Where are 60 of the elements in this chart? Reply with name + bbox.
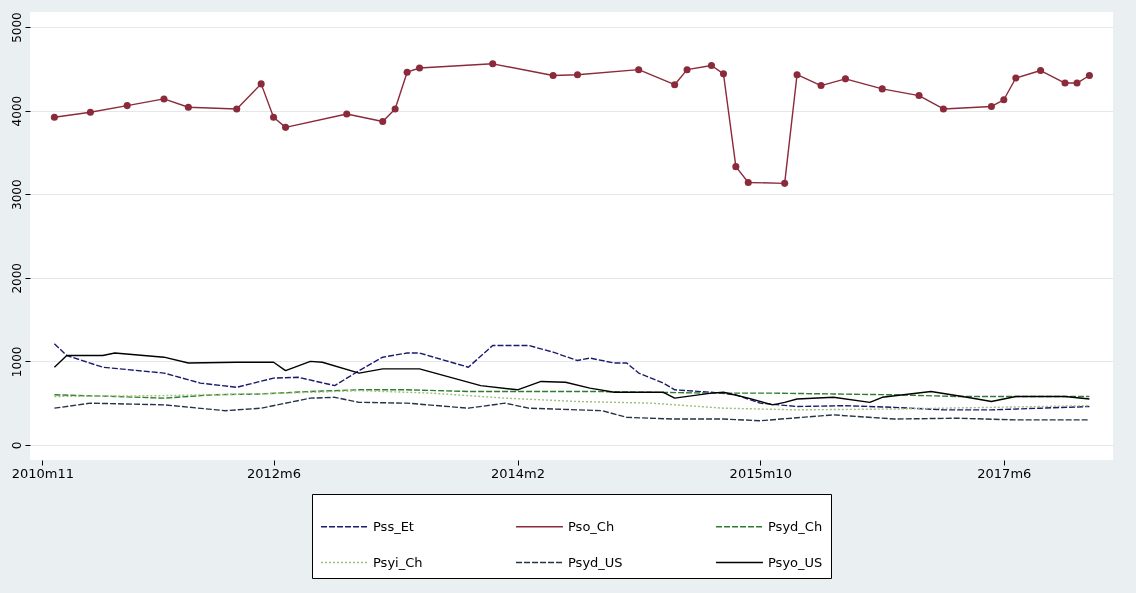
y-tick-label: 1000 bbox=[9, 346, 24, 378]
point bbox=[635, 66, 643, 74]
point bbox=[1037, 66, 1045, 75]
point bbox=[878, 85, 886, 93]
point bbox=[732, 163, 740, 171]
point bbox=[1085, 71, 1093, 80]
point bbox=[403, 68, 411, 76]
point bbox=[489, 60, 497, 68]
point bbox=[1073, 79, 1081, 87]
point bbox=[915, 92, 923, 100]
point bbox=[379, 117, 387, 126]
point bbox=[270, 113, 278, 121]
x-tick-label: 2010m11 bbox=[11, 465, 75, 481]
x-tick-label: 2017m6 bbox=[977, 465, 1032, 481]
legend-label: Pso_Ch bbox=[568, 518, 615, 534]
x-tick-label: 2012m6 bbox=[247, 465, 302, 481]
legend-label: Pss_Et bbox=[373, 518, 414, 534]
legend-label: Psyi_Ch bbox=[373, 554, 423, 570]
point bbox=[781, 179, 789, 187]
point bbox=[744, 178, 752, 187]
x-tick-label: 2015m10 bbox=[729, 465, 792, 481]
y-tick-label: 5000 bbox=[9, 12, 24, 43]
point bbox=[573, 71, 582, 79]
point bbox=[257, 80, 265, 88]
point bbox=[391, 105, 399, 113]
point bbox=[671, 81, 679, 89]
y-tick-label: 2000 bbox=[9, 263, 24, 294]
legend-label: Psyo_US bbox=[768, 554, 823, 570]
x-tick-label: 2014m2 bbox=[490, 465, 546, 481]
point bbox=[793, 71, 801, 79]
point bbox=[683, 66, 691, 74]
y-tick-label: 3000 bbox=[9, 179, 24, 210]
legend-label: Psyd_US bbox=[568, 554, 623, 570]
point bbox=[282, 123, 290, 131]
point bbox=[86, 108, 94, 116]
point bbox=[719, 70, 728, 78]
line-series bbox=[53, 396, 1091, 422]
y-tick-label: 4000 bbox=[9, 95, 24, 127]
line-series bbox=[53, 352, 1091, 406]
y-tick-label: 0 bbox=[9, 441, 24, 450]
point bbox=[1000, 96, 1008, 104]
point bbox=[343, 110, 351, 118]
point bbox=[707, 61, 716, 70]
point bbox=[184, 103, 192, 111]
line-series bbox=[53, 389, 1091, 399]
point bbox=[939, 105, 947, 113]
point bbox=[841, 75, 849, 83]
point bbox=[987, 102, 995, 110]
point bbox=[1012, 74, 1020, 82]
point bbox=[415, 64, 424, 72]
point bbox=[160, 95, 168, 103]
point bbox=[233, 105, 241, 113]
line-series bbox=[53, 343, 1091, 411]
point bbox=[50, 113, 58, 121]
legend-label: Psyd_Ch bbox=[768, 518, 823, 534]
point bbox=[1061, 79, 1069, 87]
point bbox=[123, 102, 131, 110]
point bbox=[817, 82, 825, 90]
line-series bbox=[53, 389, 1091, 411]
point bbox=[549, 71, 557, 80]
